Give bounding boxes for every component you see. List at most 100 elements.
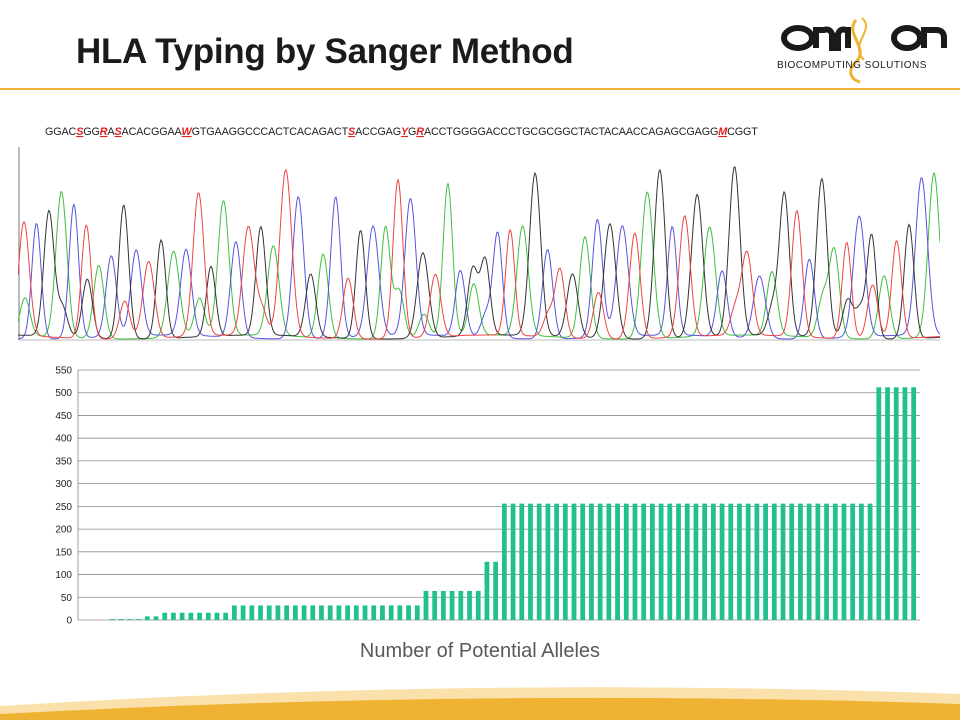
ambiguous-base: W <box>182 126 193 138</box>
bar <box>118 619 124 620</box>
bar <box>676 503 681 620</box>
y-tick-label: 550 <box>55 366 72 377</box>
bar <box>763 503 768 620</box>
bar <box>310 605 316 620</box>
trace-G-curve <box>18 166 940 340</box>
bar <box>397 605 403 620</box>
ambiguous-base: S <box>348 126 356 138</box>
bar <box>832 503 838 620</box>
bar <box>214 612 220 620</box>
bar <box>284 605 290 620</box>
y-tick-label: 300 <box>55 479 72 490</box>
bar <box>597 503 603 620</box>
y-tick-label: 150 <box>55 547 72 558</box>
bar <box>658 503 664 620</box>
bar <box>545 503 551 620</box>
bar <box>754 503 760 620</box>
title-underline <box>0 88 960 90</box>
bar <box>153 616 159 620</box>
bar <box>710 503 716 620</box>
bar <box>467 590 472 620</box>
bar <box>771 503 777 620</box>
bar <box>110 619 115 620</box>
bar <box>667 503 673 620</box>
chart-caption: Number of Potential Alleles <box>359 640 601 662</box>
bar <box>266 605 272 620</box>
bar <box>876 387 882 620</box>
sequence-segment: CGGT <box>727 126 758 138</box>
bar <box>867 503 873 620</box>
bar <box>615 503 620 620</box>
bar <box>859 503 864 620</box>
bar <box>441 590 446 620</box>
bar <box>501 503 507 620</box>
bar <box>144 616 150 620</box>
bar <box>188 612 194 620</box>
bar <box>693 503 699 620</box>
bar <box>623 503 629 620</box>
bar <box>127 619 133 620</box>
bar <box>197 612 202 620</box>
ambiguous-base: R <box>416 126 424 138</box>
bar <box>789 503 795 620</box>
bar <box>806 503 812 620</box>
bar <box>232 605 237 620</box>
y-tick-label: 450 <box>55 411 72 422</box>
y-tick-label: 350 <box>55 456 72 467</box>
bar <box>432 590 438 620</box>
trace-A-curve <box>18 171 940 340</box>
bar <box>902 387 908 620</box>
bar <box>606 503 612 620</box>
bar <box>589 503 594 620</box>
bar <box>528 503 533 620</box>
bar <box>240 605 246 620</box>
bar <box>292 605 298 620</box>
bar <box>737 503 742 620</box>
bar <box>911 387 917 620</box>
bar <box>414 605 420 620</box>
sequence-text: GGACSGGRASACACGGAAWGTGAAGGCCCACTCACAGACT… <box>45 126 758 138</box>
y-tick-label: 50 <box>61 593 73 604</box>
bar <box>223 612 229 620</box>
y-tick-label: 0 <box>66 616 72 627</box>
sequence-segment: ACCTGGGGACCCTGCGCGGCTACTACAACCAGAGCGAGG <box>424 126 718 138</box>
bar <box>353 605 359 620</box>
bar <box>275 605 281 620</box>
sequence-segment: G <box>408 126 416 138</box>
bar <box>728 503 734 620</box>
bar <box>536 503 542 620</box>
bar <box>136 619 141 620</box>
footer-swoosh <box>0 687 960 720</box>
bar <box>493 561 499 620</box>
bar <box>475 590 481 620</box>
bar <box>684 503 690 620</box>
y-tick-label: 100 <box>55 570 72 581</box>
bar <box>380 605 385 620</box>
bar <box>423 590 429 620</box>
bar <box>632 503 638 620</box>
bar <box>388 605 394 620</box>
bar <box>580 503 586 620</box>
bar <box>824 503 829 620</box>
bar <box>406 605 411 620</box>
bar <box>798 503 803 620</box>
bar <box>162 612 168 620</box>
bar <box>650 503 655 620</box>
bar <box>841 503 847 620</box>
bar <box>780 503 786 620</box>
bar <box>449 590 455 620</box>
sequence-segment: A <box>107 126 115 138</box>
bar <box>571 503 577 620</box>
bar <box>205 612 211 620</box>
y-tick-label: 400 <box>55 434 72 445</box>
sequence-segment: ACCGAG <box>355 126 401 138</box>
ambiguous-base: Y <box>401 126 410 138</box>
bar <box>719 503 725 620</box>
bar <box>484 561 490 620</box>
bar <box>562 503 568 620</box>
ambiguous-base: M <box>718 126 728 138</box>
sequence-read: GGACSGGRASACACGGAAWGTGAAGGCCCACTCACAGACT… <box>45 126 758 138</box>
dna-helix-icon <box>849 17 868 84</box>
chromatogram-trace <box>18 147 940 341</box>
bar <box>371 605 377 620</box>
